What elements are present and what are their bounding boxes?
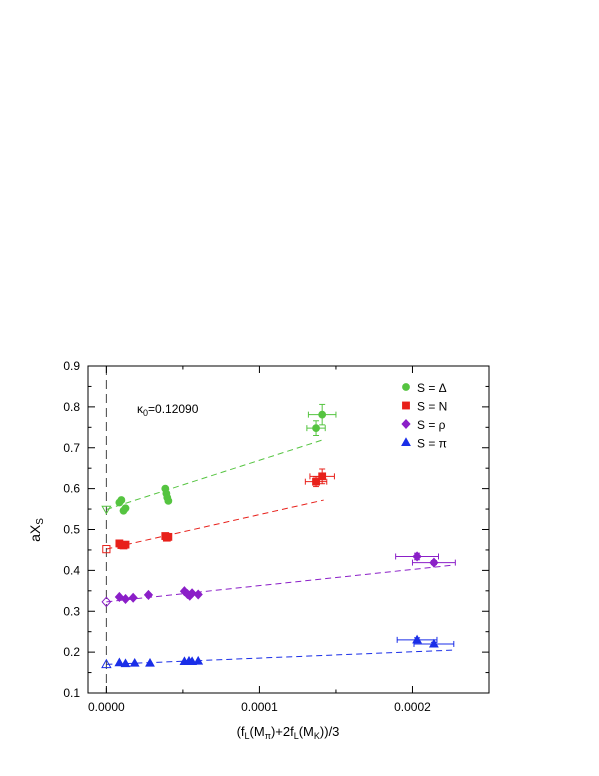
y-tick-label: 0.6 <box>63 482 80 496</box>
point-rho <box>412 551 422 562</box>
point-nucleon <box>312 477 320 486</box>
point-nucleon <box>121 540 130 549</box>
extrapolated-point-rho <box>101 596 112 608</box>
y-axis-label: aXS <box>27 518 46 542</box>
point-rho <box>187 588 197 599</box>
point-pion <box>120 658 131 668</box>
point-rho <box>143 589 154 600</box>
legend-label-delta: S = Δ <box>417 381 447 395</box>
point-delta <box>318 410 327 419</box>
y-tick-label: 0.4 <box>63 563 80 577</box>
y-tick-label: 0.7 <box>63 441 80 455</box>
point-delta <box>164 496 173 505</box>
data-points <box>101 410 439 669</box>
point-nucleon <box>318 472 327 481</box>
x-tick-label: 0.0002 <box>394 700 431 714</box>
fit-lines <box>106 439 454 665</box>
point-rho <box>193 589 203 600</box>
extrapolated-point-nucleon <box>102 545 111 554</box>
y-tick-label: 0.2 <box>63 645 80 659</box>
legend-label-pion: S = π <box>417 437 447 451</box>
x-tick-label: 0.0000 <box>88 700 125 714</box>
legend-label-rho: S = ρ <box>417 418 446 432</box>
extrapolated-point-pion <box>101 658 112 669</box>
legend: S = Δ S = N S = ρ S = π <box>401 381 447 451</box>
y-tick-label: 0.9 <box>63 359 80 373</box>
point-pion <box>145 657 155 667</box>
kappa-annotation: κ0=0.12090 <box>137 402 199 418</box>
plot-frame <box>87 365 490 694</box>
y-tick-label: 0.3 <box>63 604 80 618</box>
y-tick-label: 0.8 <box>63 400 80 414</box>
point-rho <box>429 557 439 568</box>
point-rho <box>114 591 124 602</box>
point-delta <box>312 424 320 433</box>
legend-marker-nucleon <box>402 401 410 410</box>
point-pion <box>193 655 204 665</box>
point-rho <box>120 593 131 605</box>
point-pion <box>187 656 197 666</box>
fit-line-pion <box>106 649 454 665</box>
fit-line-nucleon <box>106 499 324 550</box>
y-tick-label: 0.1 <box>63 686 80 700</box>
legend-marker-rho <box>401 418 411 430</box>
x-tick-label: 0.0001 <box>241 700 278 714</box>
point-rho <box>128 592 138 603</box>
point-delta <box>121 504 130 513</box>
fit-line-delta <box>106 439 324 510</box>
axes: 0.1 0.2 0.3 0.4 0.5 0.6 0.7 0.8 0.9 0.0000 0.0001 0… <box>63 359 489 714</box>
point-pion <box>129 657 140 667</box>
legend-marker-pion <box>401 437 411 447</box>
point-pion <box>412 634 422 644</box>
x-axis-label: (fL(Mπ)+2fL(MK))/3 <box>237 724 340 741</box>
point-pion <box>428 638 439 648</box>
legend-label-nucleon: S = N <box>417 400 447 414</box>
point-delta <box>117 496 126 504</box>
extrapolated-point-delta <box>101 505 112 515</box>
fit-line-rho <box>106 564 454 603</box>
point-pion <box>114 657 125 667</box>
y-tick-label: 0.5 <box>63 523 80 537</box>
point-nucleon <box>164 532 173 541</box>
legend-marker-delta <box>402 383 410 391</box>
